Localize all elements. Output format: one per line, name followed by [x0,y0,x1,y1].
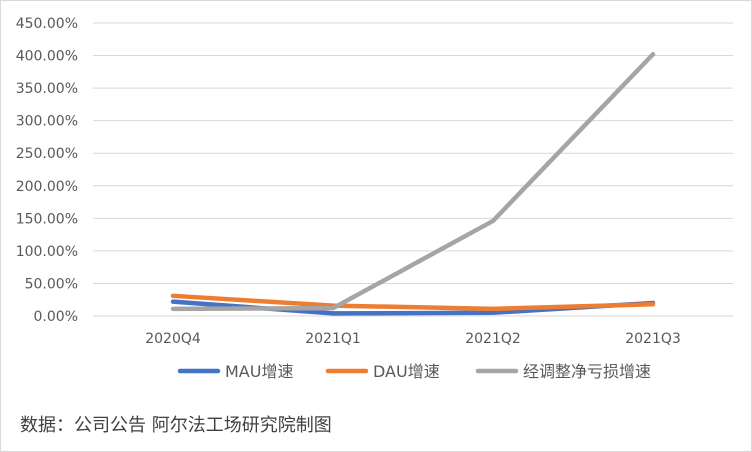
x-tick-label: 2021Q1 [305,331,361,347]
y-tick-label: 300.00% [16,114,78,130]
y-tick-label: 250.00% [16,146,78,162]
y-tick-label: 0.00% [34,309,78,325]
x-tick-label: 2021Q3 [625,331,681,347]
y-tick-label: 100.00% [16,244,78,260]
y-tick-label: 150.00% [16,211,78,227]
x-axis-ticks: 2020Q4 2021Q1 2021Q2 2021Q3 [145,331,681,347]
y-tick-label: 50.00% [25,276,78,292]
series-line-1 [170,293,656,312]
source-note: 数据：公司公告 阿尔法工场研究院制图 [20,415,332,436]
y-tick-label: 450.00% [16,16,78,32]
y-tick-label: 400.00% [16,49,78,65]
legend-label: MAU增速 [225,362,293,381]
series-line-2 [170,52,656,312]
legend-label: DAU增速 [373,362,440,381]
legend-label: 经调整净亏损增速 [523,362,651,381]
legend: MAU增速 DAU增速 经调整净亏损增速 [177,362,651,381]
x-tick-label: 2021Q2 [465,331,521,347]
series-lines [170,52,656,316]
y-tick-label: 350.00% [16,81,78,97]
gridlines [93,22,733,317]
x-tick-label: 2020Q4 [145,331,201,347]
y-axis-ticks: 0.00% 50.00% 100.00% 150.00% 200.00% 250.00% 3… [16,16,78,325]
y-tick-label: 200.00% [16,179,78,195]
